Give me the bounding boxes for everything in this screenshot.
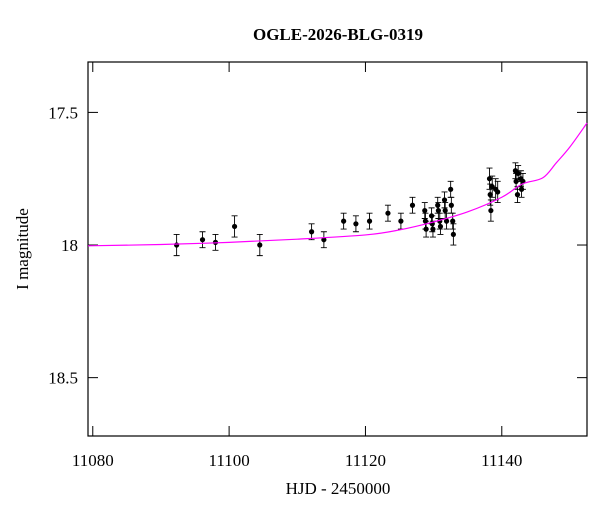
plot-frame [87,61,588,437]
data-point [385,210,391,216]
data-point [435,202,441,208]
data-point [341,218,347,224]
data-point [231,223,238,230]
data-point [488,207,494,214]
data-point [409,202,416,208]
data-point [430,226,436,232]
data-point [448,186,454,192]
data-point [487,192,493,198]
data-point [450,231,456,238]
data-point [423,226,429,232]
data-point [450,218,456,224]
data-point [442,207,448,214]
x-tick-label: 11080 [72,451,114,470]
data-point [437,223,444,230]
y-tick-label: 18 [61,236,78,255]
data-point [514,192,521,198]
y-axis-label: I magnitude [13,208,32,290]
data-point [398,218,404,224]
data-point [435,207,441,214]
data-point [448,202,454,208]
data-point [422,207,428,214]
x-tick-label: 11140 [481,451,522,470]
data-point [257,242,263,248]
data-point [366,218,373,224]
y-tick-label: 17.5 [48,103,78,122]
x-tick-label: 11100 [208,451,249,470]
y-tick-label: 18.5 [48,369,78,388]
data-point [515,170,521,177]
data-point [495,189,501,195]
data-point [353,221,359,227]
data-point [486,176,493,182]
data-point [321,237,327,243]
data-point [199,237,206,243]
model-curve [87,122,588,247]
chart-title: OGLE-2026-BLG-0319 [253,25,423,44]
data-point [443,218,450,224]
data-point [441,197,448,203]
x-axis-label: HJD - 2450000 [286,479,391,498]
data-point [308,229,315,235]
x-tick-label: 11120 [345,451,386,470]
data-point [174,242,180,248]
